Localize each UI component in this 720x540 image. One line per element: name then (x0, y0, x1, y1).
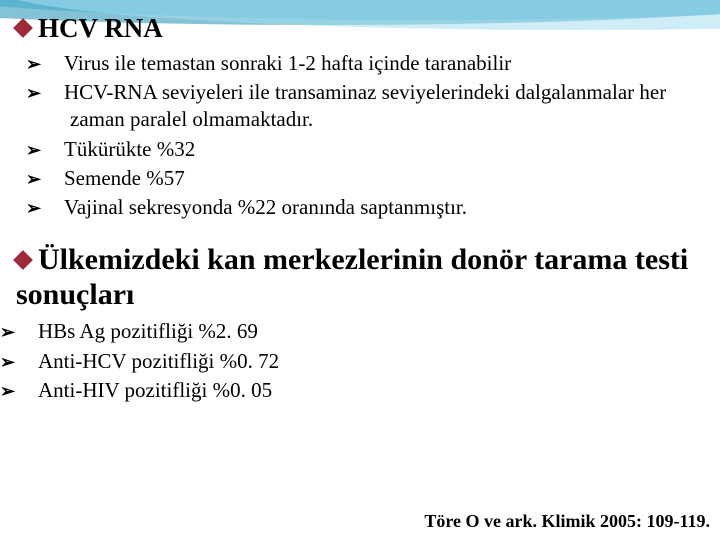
diamond-bullet-icon (13, 18, 33, 38)
list-item: ➢Anti-HIV pozitifliği %0. 05 (22, 377, 704, 404)
section2-heading: Ülkemizdeki kan merkezlerinin donör tara… (16, 243, 704, 312)
list-item: ➢Tükürükte %32 (48, 136, 704, 163)
section2-title-text: Ülkemizdeki kan merkezlerinin donör tara… (16, 243, 688, 311)
list-item: ➢Semende %57 (48, 165, 704, 192)
section1-heading: HCV RNA (16, 14, 704, 44)
list-item-text: Virus ile temastan sonraki 1-2 hafta içi… (64, 51, 511, 75)
list-item: ➢Vajinal sekresyonda %22 oranında saptan… (48, 194, 704, 221)
arrow-bullet-icon: ➢ (48, 197, 64, 220)
list-item-text: HCV-RNA seviyeleri ile transaminaz seviy… (64, 80, 666, 131)
section2-list: ➢HBs Ag pozitifliği %2. 69 ➢Anti-HCV poz… (16, 318, 704, 404)
arrow-bullet-icon: ➢ (48, 139, 64, 162)
arrow-bullet-icon: ➢ (48, 168, 64, 191)
slide-content: HCV RNA ➢Virus ile temastan sonraki 1-2 … (16, 14, 704, 406)
arrow-bullet-icon: ➢ (48, 82, 64, 105)
list-item-text: Anti-HIV pozitifliği %0. 05 (38, 378, 272, 402)
section1-list: ➢Virus ile temastan sonraki 1-2 hafta iç… (16, 50, 704, 222)
list-item: ➢HCV-RNA seviyeleri ile transaminaz sevi… (48, 79, 704, 134)
arrow-bullet-icon: ➢ (22, 351, 38, 374)
section1-title-text: HCV RNA (38, 13, 163, 43)
list-item: ➢HBs Ag pozitifliği %2. 69 (22, 318, 704, 345)
diamond-bullet-icon (13, 251, 33, 271)
arrow-bullet-icon: ➢ (22, 321, 38, 344)
list-item: ➢Anti-HCV pozitifliği %0. 72 (22, 348, 704, 375)
arrow-bullet-icon: ➢ (22, 380, 38, 403)
list-item-text: Vajinal sekresyonda %22 oranında saptanm… (64, 195, 467, 219)
list-item-text: Semende %57 (64, 166, 185, 190)
arrow-bullet-icon: ➢ (48, 53, 64, 76)
list-item: ➢Virus ile temastan sonraki 1-2 hafta iç… (48, 50, 704, 77)
list-item-text: HBs Ag pozitifliği %2. 69 (38, 319, 258, 343)
list-item-text: Anti-HCV pozitifliği %0. 72 (38, 349, 279, 373)
citation-text: Töre O ve ark. Klimik 2005: 109-119. (424, 511, 710, 532)
list-item-text: Tükürükte %32 (64, 137, 195, 161)
